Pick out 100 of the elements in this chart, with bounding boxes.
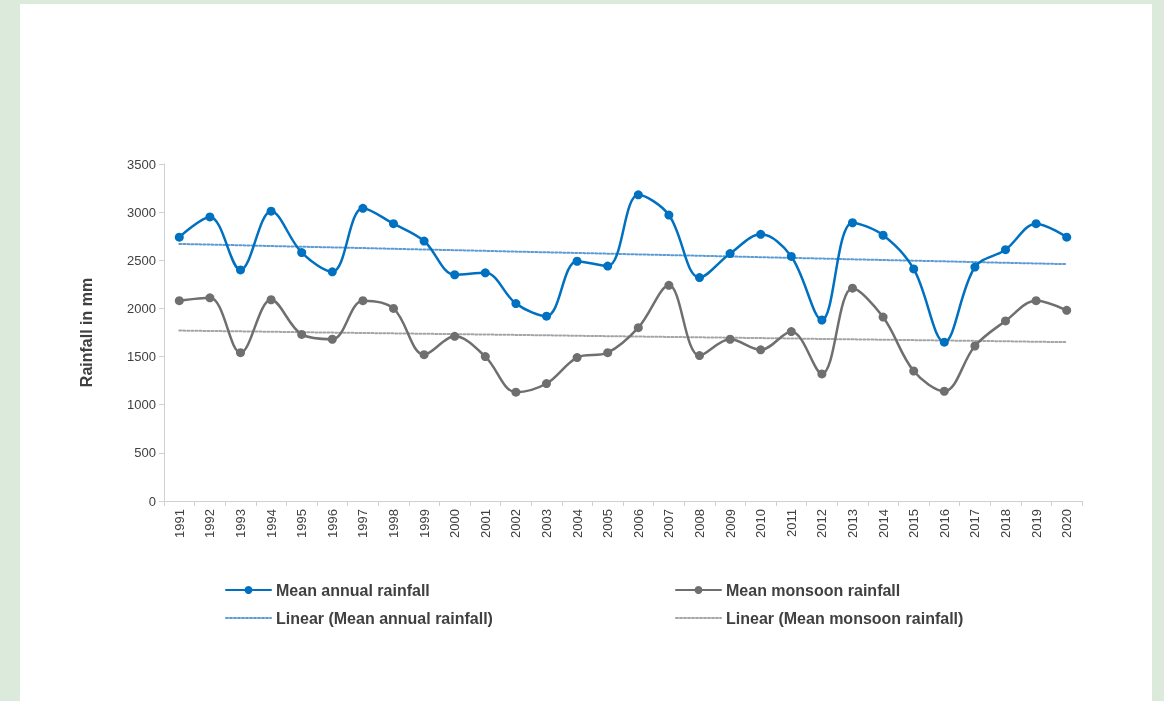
- point: [174, 232, 184, 242]
- x-tick-label: 1992: [202, 509, 218, 538]
- x-tick-label: 2014: [875, 509, 891, 538]
- point: [817, 369, 827, 379]
- point: [174, 296, 184, 306]
- point: [205, 212, 215, 222]
- point: [939, 386, 949, 396]
- point: [266, 206, 276, 216]
- y-tick-label: 2000: [127, 300, 156, 316]
- y-tick-label: 1500: [127, 349, 156, 365]
- point: [848, 283, 857, 293]
- point: [817, 315, 827, 325]
- point: [542, 379, 551, 389]
- point: [970, 262, 980, 272]
- point: [786, 327, 796, 337]
- point: [633, 190, 643, 200]
- point: [389, 219, 398, 229]
- y-tick-label: 3500: [127, 156, 156, 172]
- y-tick-label: 2500: [127, 252, 156, 268]
- point: [848, 218, 857, 228]
- point: [266, 295, 276, 305]
- point: [1001, 245, 1010, 255]
- point: [909, 264, 919, 274]
- y-tick-label: 500: [134, 445, 156, 461]
- legend-label: Mean annual rainfall: [276, 581, 430, 599]
- point: [358, 296, 368, 306]
- x-tick-label: 2006: [630, 509, 646, 538]
- point: [205, 293, 215, 303]
- y-tick-label: 3000: [127, 204, 156, 220]
- y-axis-title: Rainfall in mm: [77, 277, 95, 388]
- x-tick-label: 2013: [845, 509, 860, 538]
- point: [603, 261, 613, 271]
- point: [756, 229, 766, 239]
- point: [480, 352, 490, 362]
- point: [909, 366, 919, 376]
- point: [572, 353, 582, 363]
- point: [511, 299, 521, 309]
- x-tick-label: 1997: [355, 509, 371, 538]
- x-tick-label: 2017: [967, 509, 983, 538]
- x-tick-label: 1999: [416, 509, 432, 538]
- x-tick-label: 2018: [998, 509, 1013, 538]
- point: [419, 350, 429, 360]
- point: [633, 323, 643, 333]
- x-tick-label: 2001: [477, 509, 493, 538]
- point: [1031, 296, 1041, 306]
- point: [511, 387, 521, 397]
- point: [297, 248, 307, 258]
- point: [695, 273, 704, 283]
- x-tick-label: 1996: [324, 509, 340, 538]
- x-tick-label: 2005: [600, 509, 616, 538]
- point: [236, 265, 245, 275]
- point: [450, 270, 460, 280]
- x-tick-label: 2010: [753, 509, 769, 538]
- point: [542, 311, 551, 321]
- x-tick-label: 2009: [722, 509, 738, 538]
- point: [358, 203, 368, 213]
- point: [297, 329, 307, 339]
- legend-label: Linear (Mean annual rainfall): [276, 609, 493, 627]
- x-tick-label: 2020: [1059, 509, 1075, 538]
- point: [1062, 305, 1072, 315]
- x-tick-label: 2002: [508, 509, 524, 538]
- x-tick-label: 1991: [171, 509, 187, 538]
- point: [725, 334, 735, 344]
- point: [786, 251, 796, 261]
- point: [725, 249, 735, 259]
- point: [1001, 316, 1010, 326]
- point: [572, 256, 582, 266]
- legend-label: Linear (Mean monsoon rainfall): [726, 609, 964, 627]
- x-tick-label: 2012: [814, 509, 830, 538]
- point: [450, 331, 460, 341]
- point: [695, 351, 704, 361]
- point: [327, 334, 337, 344]
- x-tick-label: 1994: [263, 509, 279, 538]
- x-tick-label: 1993: [233, 509, 248, 538]
- point: [327, 267, 337, 277]
- x-tick-label: 2004: [569, 509, 585, 538]
- x-tick-label: 2007: [661, 509, 677, 538]
- y-tick-label: 1000: [127, 397, 156, 413]
- x-tick-label: 2016: [936, 509, 952, 538]
- x-tick-label: 2000: [447, 509, 463, 538]
- x-tick-label: 1998: [386, 509, 401, 538]
- point: [756, 345, 766, 355]
- point: [1031, 219, 1041, 229]
- x-tick-label: 2003: [539, 509, 554, 538]
- x-tick-label: 2008: [692, 509, 707, 538]
- x-tick-label: 2015: [906, 509, 922, 538]
- y-tick-label: 0: [148, 493, 156, 509]
- point: [664, 280, 674, 290]
- x-tick-label: 2011: [783, 509, 799, 537]
- point: [970, 341, 980, 351]
- point: [939, 337, 949, 347]
- point: [236, 348, 245, 358]
- legend-label: Mean monsoon rainfall: [726, 581, 901, 599]
- point: [664, 210, 674, 220]
- point: [480, 268, 490, 278]
- point: [878, 312, 888, 322]
- point: [878, 230, 888, 240]
- point: [389, 303, 398, 313]
- x-tick-label: 1995: [294, 509, 310, 538]
- x-tick-label: 2019: [1028, 509, 1044, 538]
